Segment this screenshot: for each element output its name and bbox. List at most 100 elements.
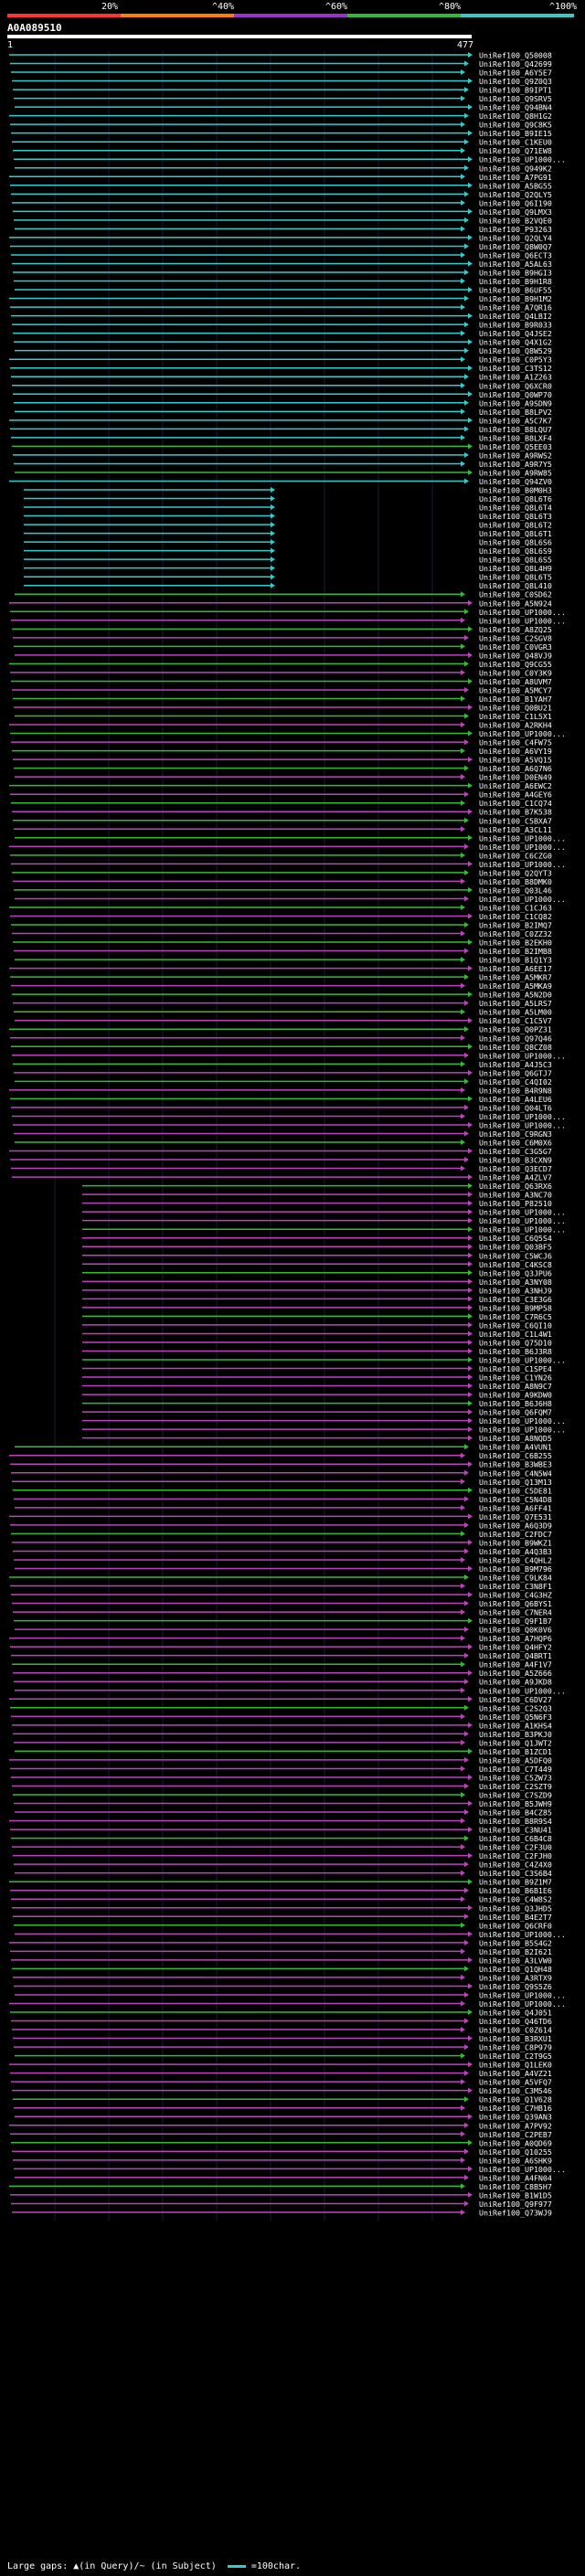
hit-label: UniRef100_B4E2T7 [479,1913,552,1922]
alignment-end-arrow [468,365,473,371]
alignment-end-arrow [464,1887,469,1893]
hit-label: UniRef100_B1ZCD1 [479,1747,552,1756]
alignment-end-arrow [461,1896,465,1903]
alignment-end-arrow [464,399,469,406]
hit-label: UniRef100_A7HQP6 [479,1634,552,1643]
hit-label: UniRef100_B2IMQ7 [479,921,552,930]
alignment-end-arrow [468,1565,473,1572]
hit-label: UniRef100_B1W1D5 [479,2190,552,2200]
alignment-end-arrow [464,817,469,823]
alignment-end-arrow [461,304,465,311]
hit-label: UniRef100_A9KDW0 [479,1391,552,1400]
hit-label: UniRef100_B3CXN9 [479,1156,552,1165]
hit-label: UniRef100_C0VGR3 [479,642,552,652]
alignment-end-arrow [468,1365,473,1372]
alignment-end-arrow [461,800,465,806]
hit-label: UniRef100_Q9C8K5 [479,121,552,130]
hit-label: UniRef100_C0Y3K9 [479,668,552,677]
hit-label: UniRef100_C7HB16 [479,2104,552,2113]
alignment-end-arrow [468,1487,473,1493]
hit-label: UniRef100_A7PG91 [479,173,552,182]
hit-label: UniRef100_B9R033 [479,321,552,330]
alignment-end-arrow [468,443,473,450]
hit-label: UniRef100_Q8L6T2 [479,521,552,530]
alignment-end-arrow [468,757,473,763]
hit-label: UniRef100_B9M796 [479,1564,552,1574]
alignment-end-arrow [468,1069,473,1076]
hit-label: UniRef100_B1YAH7 [479,694,552,704]
hit-label: UniRef100_A3NY08 [479,1277,552,1287]
alignment-end-arrow [464,191,469,197]
alignment-end-arrow [468,78,473,84]
hit-label: UniRef100_P93263 [479,225,552,234]
hit-label: UniRef100_Q8L6T4 [479,504,552,513]
legend-label: ^100% [548,2,578,12]
hit-label: UniRef100_C1CQ74 [479,799,552,808]
alignment-end-arrow [464,164,469,171]
hit-label: UniRef100_B9HGI3 [479,269,552,278]
hit-label: UniRef100_C5DE81 [479,1486,552,1495]
hit-label: UniRef100_UP1000... [479,860,566,869]
hit-label: UniRef100_A6FF41 [479,1503,552,1512]
hit-label: UniRef100_UP1000... [479,833,566,843]
alignment-end-arrow [464,791,469,798]
hit-label: UniRef100_C1SPE4 [479,1364,552,1373]
alignment-end-arrow [468,1696,473,1702]
alignment-end-arrow [461,1479,465,1485]
hit-label: UniRef100_C1CJ63 [479,903,552,912]
hit-label: UniRef100_Q8W0Q7 [479,242,552,251]
hit-label: UniRef100_Q75D10 [479,1338,552,1347]
hit-label: UniRef100_B8R9S4 [479,1817,552,1826]
alignment-end-arrow [464,1704,469,1711]
hit-label: UniRef100_C4W8S2 [479,1895,552,1904]
hit-label: UniRef100_C6CZG0 [479,851,552,860]
hit-label: UniRef100_A5MCY7 [479,685,552,694]
hit-label: UniRef100_C4N5W4 [479,1468,552,1478]
alignment-end-arrow [461,69,465,76]
hit-label: UniRef100_C3N8F1 [479,1582,552,1591]
alignment-end-arrow [468,782,473,789]
hit-label: UniRef100_UP1000... [479,1930,566,1939]
alignment-end-arrow [464,1627,469,1633]
alignment-end-arrow [464,896,469,902]
hit-label: UniRef100_C3S6B4 [479,1869,552,1878]
alignment-end-arrow [468,260,473,267]
alignment-end-arrow [468,1296,473,1302]
alignment-end-arrow [271,530,275,536]
alignment-end-arrow [468,1287,473,1293]
alignment-end-arrow [461,2183,465,2189]
alignment-end-arrow [464,1652,469,1659]
footer: Large gaps: ▲(in Query)/~ (in Subject) =… [7,2561,301,2571]
hit-label: UniRef100_C2SZT9 [479,1782,552,1791]
hit-label: UniRef100_C3M546 [479,2086,552,2095]
hit-label: UniRef100_C7T449 [479,1765,552,1774]
alignment-end-arrow [461,1504,465,1511]
hit-label: UniRef100_UP1000... [479,608,566,617]
hit-label: UniRef100_C2SGV8 [479,633,552,642]
alignment-end-arrow [461,226,465,232]
alignment-end-arrow [461,2027,465,2033]
alignment-end-arrow [468,1226,473,1233]
alignment-end-arrow [461,1583,465,1589]
alignment-end-arrow [271,557,275,563]
alignment-end-arrow [461,174,465,180]
hit-label: UniRef100_Q3JPU6 [479,1268,552,1277]
hit-label: UniRef100_C4QHL2 [479,1555,552,1564]
hit-label: UniRef100_C5N4D8 [479,1495,552,1504]
hit-label: UniRef100_Q63RX6 [479,1182,552,1191]
hit-label: UniRef100_Q2QLY4 [479,233,552,242]
hit-label: UniRef100_Q949K2 [479,164,552,173]
alignment-end-arrow [468,626,473,632]
alignment-end-arrow [461,1661,465,1668]
hit-label: UniRef100_B3PKJ0 [479,1730,552,1739]
hit-label: UniRef100_B9Z1M7 [479,1878,552,1887]
hit-label: UniRef100_C0SD62 [479,590,552,599]
alignment-end-arrow [461,1635,465,1641]
alignment-end-arrow [468,1904,473,1911]
hit-label: UniRef100_C6DV27 [479,1695,552,1704]
alignment-end-arrow [461,1087,465,1093]
alignment-end-arrow [468,730,473,737]
hit-label: UniRef100_Q39AN3 [479,2113,552,2122]
hit-label: UniRef100_Q1QH48 [479,1965,552,1974]
